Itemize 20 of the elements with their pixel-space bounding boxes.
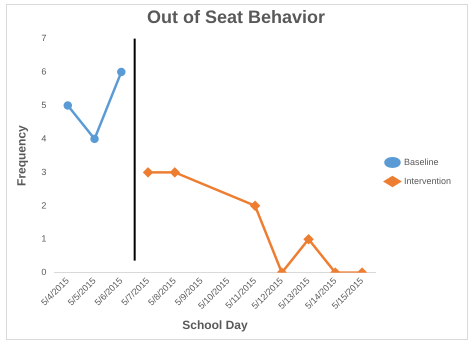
point — [64, 101, 72, 110]
y-tick-label: 1 — [41, 234, 46, 244]
chart-title: Out of Seat Behavior — [146, 6, 326, 27]
legend-label: Baseline — [404, 156, 438, 167]
y-tick-label: 3 — [41, 166, 46, 177]
y-tick-label: 0 — [41, 267, 46, 278]
y-tick-label: 5 — [41, 100, 46, 110]
y-tick-label: 6 — [41, 66, 46, 77]
point — [304, 234, 314, 244]
point — [143, 168, 153, 178]
x-axis-title: School Day — [182, 318, 248, 332]
point — [250, 201, 260, 211]
point — [170, 168, 180, 178]
point — [90, 134, 99, 144]
y-axis-title: Frequency — [14, 124, 29, 186]
legend-label: Intervention — [404, 176, 451, 186]
y-tick-label: 2 — [41, 200, 46, 210]
y-tick-label: 4 — [41, 133, 46, 144]
point — [117, 68, 126, 76]
y-tick-label: 7 — [41, 33, 46, 44]
